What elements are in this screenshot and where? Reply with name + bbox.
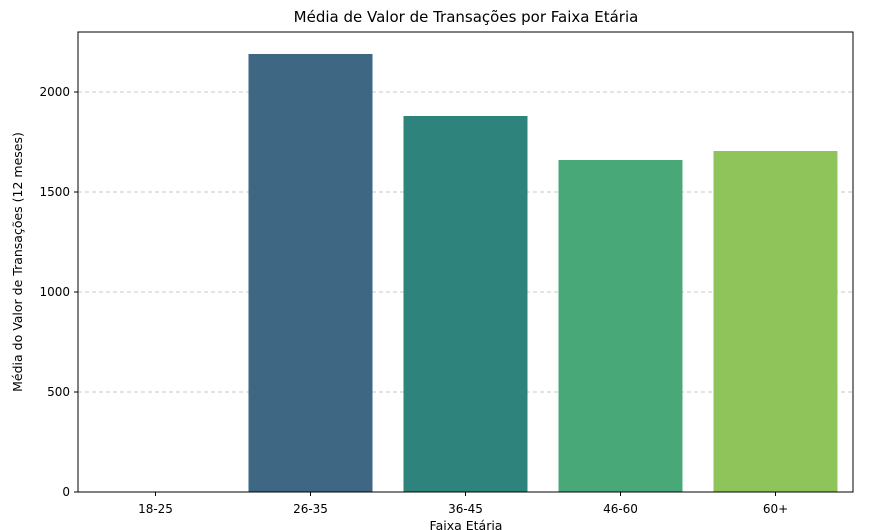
x-tick-label: 60+	[763, 502, 788, 516]
y-tick-label: 1500	[39, 185, 70, 199]
y-axis-label: Média do Valor de Transações (12 meses)	[10, 132, 25, 392]
x-axis-ticks: 18-25 26-35 36-45 46-60 60+	[138, 492, 788, 516]
y-axis-ticks: 0 500 1000 1500 2000	[39, 85, 78, 499]
chart-title: Média de Valor de Transações por Faixa E…	[294, 8, 639, 26]
y-tick-label: 2000	[39, 85, 70, 99]
bar-46-60	[558, 160, 683, 492]
bar-26-35	[248, 54, 373, 492]
bar-36-45	[403, 116, 528, 492]
bar-60+	[713, 151, 838, 492]
y-tick-label: 1000	[39, 285, 70, 299]
x-tick-label: 26-35	[293, 502, 328, 516]
y-tick-label: 0	[62, 485, 70, 499]
bars	[248, 54, 838, 492]
y-tick-label: 500	[47, 385, 70, 399]
x-tick-label: 36-45	[448, 502, 483, 516]
x-tick-label: 18-25	[138, 502, 173, 516]
x-axis-label: Faixa Etária	[430, 518, 503, 530]
x-tick-label: 46-60	[603, 502, 638, 516]
